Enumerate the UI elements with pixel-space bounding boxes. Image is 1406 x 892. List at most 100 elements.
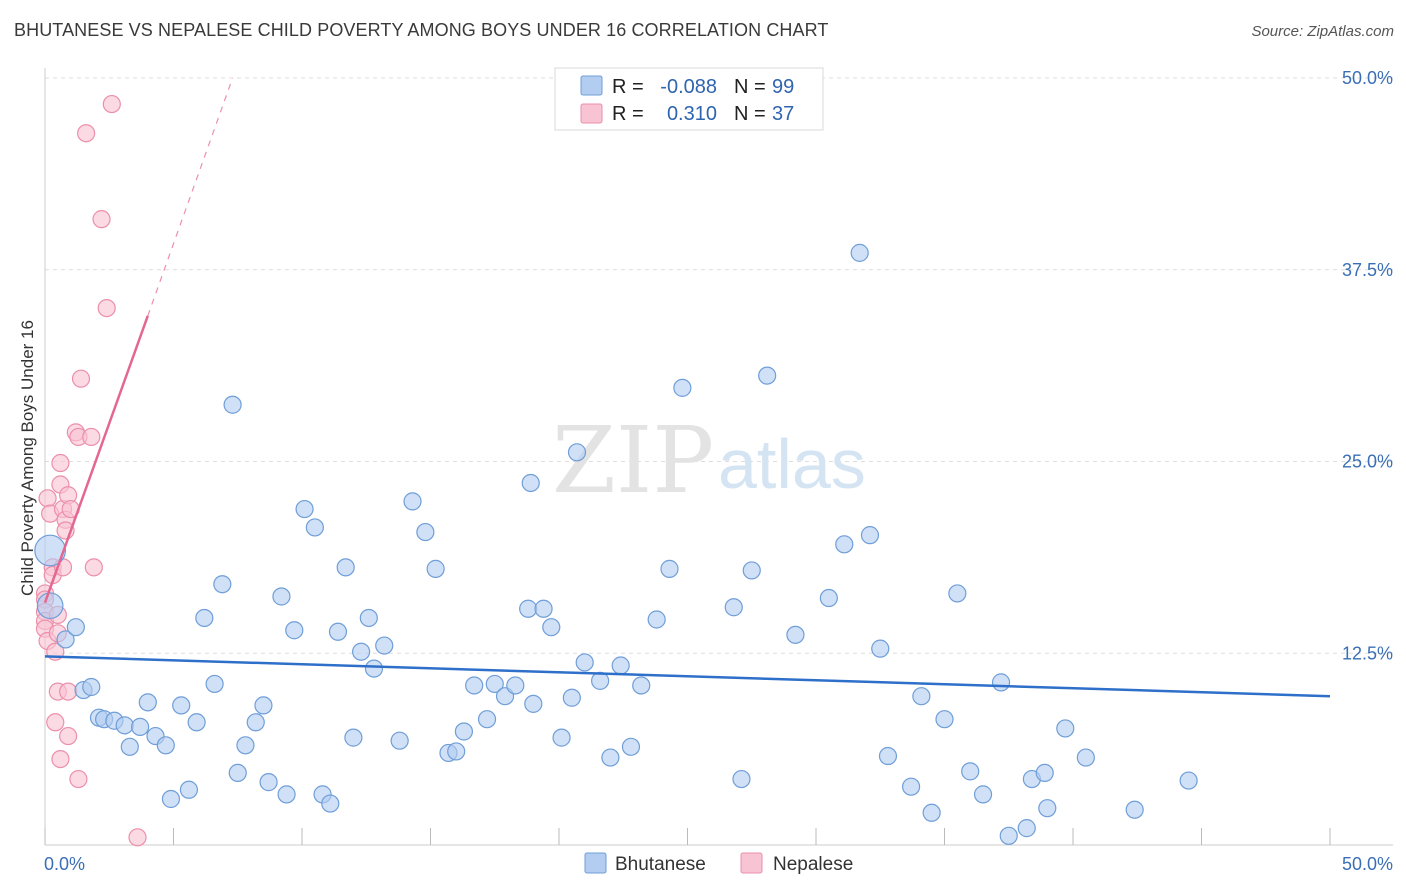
legend-r-value-nepalese: 0.310: [667, 103, 717, 125]
bhutanese-point: [1076, 748, 1095, 767]
bhutanese-point: [56, 630, 75, 649]
bottom-legend-label-bhutanese: Bhutanese: [615, 854, 706, 875]
bhutanese-point: [115, 716, 134, 735]
bhutanese-point: [860, 526, 880, 545]
nepalese-point: [51, 453, 70, 473]
legend-n-label: N =: [734, 103, 766, 125]
y-axis-title: Child Poverty Among Boys Under 16: [18, 320, 37, 596]
bottom-legend-label-nepalese: Nepalese: [773, 854, 853, 875]
bhutanese-point: [272, 587, 291, 606]
bhutanese-point: [601, 748, 620, 767]
bhutanese-point: [621, 737, 641, 756]
bhutanese-point: [336, 558, 355, 577]
bhutanese-point: [236, 736, 255, 755]
bottom-legend-swatch-bhutanese: [584, 852, 607, 874]
bhutanese-point: [742, 561, 761, 580]
bhutanese-point: [390, 731, 409, 750]
bhutanese-trend-line: [44, 655, 1331, 698]
legend-r-label: R =: [612, 103, 644, 125]
watermark-atlas: atlas: [718, 425, 866, 503]
bhutanese-point: [254, 696, 273, 715]
bhutanese-point: [1179, 771, 1198, 790]
nepalese-point: [69, 769, 88, 789]
nepalese-point: [59, 682, 78, 701]
bhutanese-point: [1056, 719, 1075, 738]
bhutanese-point: [205, 674, 224, 694]
bhutanese-point: [285, 621, 304, 640]
bhutanese-point: [673, 378, 692, 397]
bhutanese-point: [36, 592, 64, 620]
correlation-legend: R = -0.088 N = 99 R = 0.310 N = 37: [554, 67, 824, 131]
bhutanese-point: [66, 618, 85, 637]
bhutanese-point: [901, 777, 921, 796]
bhutanese-point: [647, 610, 666, 629]
nepalese-point: [97, 299, 116, 318]
bhutanese-point: [562, 688, 581, 707]
bhutanese-point: [305, 518, 324, 537]
nepalese-point: [92, 210, 111, 229]
bhutanese-point: [82, 677, 101, 697]
bhutanese-point: [447, 742, 466, 761]
bhutanese-point: [552, 728, 571, 747]
bhutanese-point: [1038, 799, 1057, 818]
bhutanese-point: [567, 443, 587, 462]
nepalese-trend-line: [43, 315, 149, 604]
y-tick-label: 25.0%: [1342, 452, 1393, 472]
bhutanese-point: [850, 243, 869, 262]
bhutanese-point: [295, 499, 314, 519]
legend-n-value-bhutanese: 99: [772, 76, 794, 98]
x-tick-label: 0.0%: [44, 854, 85, 874]
x-tick-label: 50.0%: [1342, 854, 1393, 874]
bhutanese-point: [912, 687, 931, 706]
bhutanese-point: [246, 713, 265, 732]
bhutanese-point: [1035, 763, 1054, 783]
bhutanese-point: [259, 773, 278, 792]
nepalese-point: [77, 124, 96, 143]
grid-layer: [45, 77, 1393, 654]
nepalese-point: [128, 828, 147, 847]
bhutanese-point: [819, 588, 838, 608]
tick-label-layer: 12.5% 25.0% 37.5% 50.0% 0.0% 50.0%: [44, 68, 1393, 874]
nepalese-point: [71, 369, 91, 388]
bhutanese-point: [1017, 819, 1036, 838]
bhutanese-point: [871, 639, 890, 658]
nepalese-point: [38, 489, 57, 508]
bhutanese-point: [359, 608, 378, 628]
bhutanese-point: [521, 473, 540, 493]
bhutanese-point: [187, 713, 206, 732]
nepalese-point: [51, 749, 70, 769]
watermark: ZIP atlas: [552, 407, 866, 514]
bhutanese-point: [542, 618, 561, 637]
bhutanese-point: [786, 625, 805, 644]
bhutanese-point: [195, 608, 214, 628]
axes-layer: [44, 68, 1393, 846]
bhutanese-point: [758, 366, 777, 385]
y-tick-label: 37.5%: [1342, 260, 1393, 280]
bhutanese-point: [878, 746, 898, 766]
bhutanese-point: [524, 694, 543, 713]
bhutanese-point: [454, 722, 474, 741]
series-legend: Bhutanese Nepalese: [584, 852, 853, 875]
bhutanese-point: [519, 599, 538, 618]
bhutanese-point: [660, 559, 679, 578]
bhutanese-point: [156, 736, 175, 755]
bottom-legend-swatch-nepalese: [740, 852, 763, 874]
nepalese-point: [102, 94, 121, 114]
bhutanese-point: [506, 676, 525, 695]
bhutanese-point: [223, 395, 242, 414]
bhutanese-point: [973, 785, 993, 804]
bhutanese-point: [120, 737, 139, 756]
bhutanese-point: [34, 534, 67, 567]
bhutanese-point: [213, 575, 232, 594]
bhutanese-point: [328, 622, 348, 641]
nepalese-trend-extension: [147, 77, 234, 316]
legend-n-label: N =: [734, 76, 766, 98]
chart-title: BHUTANESE VS NEPALESE CHILD POVERTY AMON…: [14, 20, 829, 40]
bhutanese-point: [534, 599, 553, 618]
bhutanese-point: [991, 673, 1011, 692]
bhutanese-point: [375, 636, 394, 655]
trend-layer: [43, 77, 1331, 698]
legend-r-label: R =: [612, 76, 644, 98]
bhutanese-point: [724, 598, 743, 617]
